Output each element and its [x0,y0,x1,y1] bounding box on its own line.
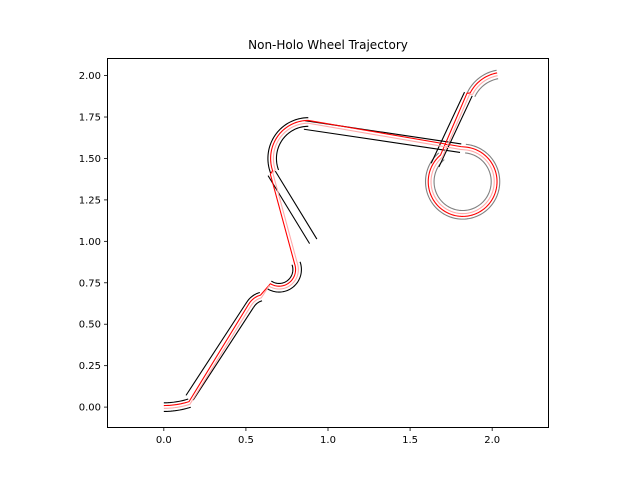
y-tick-label: 1.25 [79,195,101,206]
x-tick-label: 1.0 [320,435,336,446]
x-tick-label: 1.5 [402,435,418,446]
series-layer [163,69,501,412]
plot-frame [107,58,549,428]
wheel-inner-segment [274,170,318,240]
chart-title: Non-Holo Wheel Trajectory [248,38,408,52]
wheel-inner-segment [474,78,499,98]
y-tick-label: 0.75 [79,278,101,289]
y-tick-label: 1.50 [79,154,101,165]
wheel-inner-segment [192,307,255,401]
series-wheel-inner [163,78,499,412]
wheel-inner-segment [438,95,473,168]
series-center-path [163,75,498,409]
x-tick-label: 0.0 [156,435,172,446]
y-tick-label: 0.50 [79,320,101,331]
wheel-inner-segment [303,128,461,153]
wheel-outer-segment [271,264,294,285]
wheel-outer-segment [245,291,260,304]
wheel-outer-segment [424,143,501,220]
wheel-inner-segment [275,125,309,171]
wheel-outer-segment [466,69,497,94]
axis-ticks: 0.0 0.5 1.0 1.5 2.0 0.00 0.25 0.50 0.75 1.00 1.25 1… [79,71,500,446]
y-tick-label: 1.75 [79,113,101,124]
wheel-outer-segment [185,302,247,396]
y-tick-label: 2.00 [79,71,101,82]
y-tick-label: 0.25 [79,361,101,372]
wheel-inner-segment [266,261,302,293]
series-path-offset [163,72,498,407]
center-path-line [163,75,498,409]
x-tick-label: 2.0 [484,435,500,446]
wheel-inner-segment [433,152,492,212]
wheel-outer-segment [163,398,189,404]
y-tick-label: 1.00 [79,237,101,248]
y-tick-label: 0.00 [79,403,101,414]
wheel-inner-segment [253,300,263,308]
x-tick-label: 0.5 [238,435,254,446]
wheel-inner-segment [163,406,191,412]
wheel-outer-segment [430,91,466,164]
wheel-outer-segment [267,117,309,174]
series-wheel-outer [163,69,501,404]
wheel-outer-segment [267,175,311,244]
path-offset-line [163,72,498,407]
